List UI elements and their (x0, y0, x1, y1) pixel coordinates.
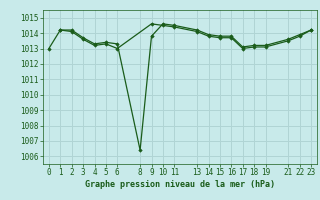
X-axis label: Graphe pression niveau de la mer (hPa): Graphe pression niveau de la mer (hPa) (85, 180, 275, 189)
